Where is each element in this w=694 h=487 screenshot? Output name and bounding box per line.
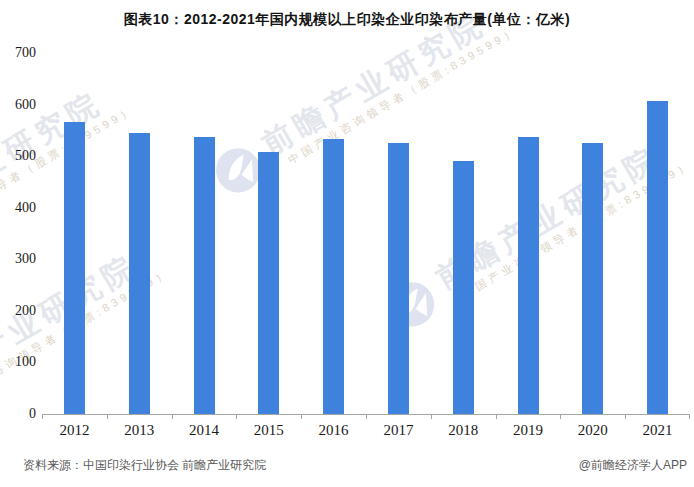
- bar-2015: [258, 152, 279, 414]
- y-axis-label-700: 700: [15, 45, 36, 61]
- y-axis-label-400: 400: [15, 200, 36, 216]
- x-axis-label-2017: 2017: [366, 422, 431, 439]
- x-axis-tick: [689, 415, 690, 419]
- source-note: 资料来源：中国印染行业协会 前瞻产业研究院: [23, 457, 266, 474]
- x-axis-label-2021: 2021: [625, 422, 690, 439]
- x-axis-label-2012: 2012: [42, 422, 107, 439]
- chart-figure: 前瞻产业研究院 中国产业咨询领导者（股票:839599） 前瞻产业研究院 中国产…: [0, 0, 694, 487]
- x-axis-label-2019: 2019: [496, 422, 561, 439]
- x-axis-tick: [236, 415, 237, 419]
- x-axis-label-2013: 2013: [107, 422, 172, 439]
- bar-2017: [388, 143, 409, 414]
- x-axis-label-2016: 2016: [301, 422, 366, 439]
- bar-2012: [64, 122, 85, 414]
- y-axis-label-200: 200: [15, 303, 36, 319]
- y-axis-label-0: 0: [29, 406, 36, 422]
- x-axis-tick: [107, 415, 108, 419]
- x-axis-tick: [625, 415, 626, 419]
- y-axis-label-500: 500: [15, 148, 36, 164]
- chart-title: 图表10：2012-2021年国内规模以上印染企业印染布产量(单位：亿米): [0, 11, 694, 29]
- bar-2016: [323, 139, 344, 414]
- y-axis-label-300: 300: [15, 251, 36, 267]
- bar-2013: [129, 133, 150, 414]
- y-axis-label-100: 100: [15, 354, 36, 370]
- x-axis-label-2015: 2015: [236, 422, 301, 439]
- x-axis-tick: [172, 415, 173, 419]
- plot-area: [42, 53, 690, 415]
- bar-2020: [582, 143, 603, 414]
- x-axis-tick: [301, 415, 302, 419]
- bar-2018: [453, 161, 474, 414]
- x-axis-tick: [42, 415, 43, 419]
- x-axis-label-2020: 2020: [560, 422, 625, 439]
- credit-note: @前瞻经济学人APP: [579, 457, 687, 474]
- bar-2019: [518, 137, 539, 414]
- bar-2014: [194, 137, 215, 414]
- footer: 资料来源：中国印染行业协会 前瞻产业研究院 @前瞻经济学人APP: [23, 457, 687, 474]
- x-axis-tick: [496, 415, 497, 419]
- x-axis: 2012201320142015201620172018201920202021: [42, 422, 690, 439]
- x-axis-label-2018: 2018: [431, 422, 496, 439]
- x-axis-tick: [431, 415, 432, 419]
- y-axis: 0100200300400500600700: [0, 53, 36, 414]
- x-axis-label-2014: 2014: [172, 422, 237, 439]
- bar-2021: [647, 101, 668, 414]
- x-axis-tick: [366, 415, 367, 419]
- y-axis-label-600: 600: [15, 97, 36, 113]
- x-axis-tick: [560, 415, 561, 419]
